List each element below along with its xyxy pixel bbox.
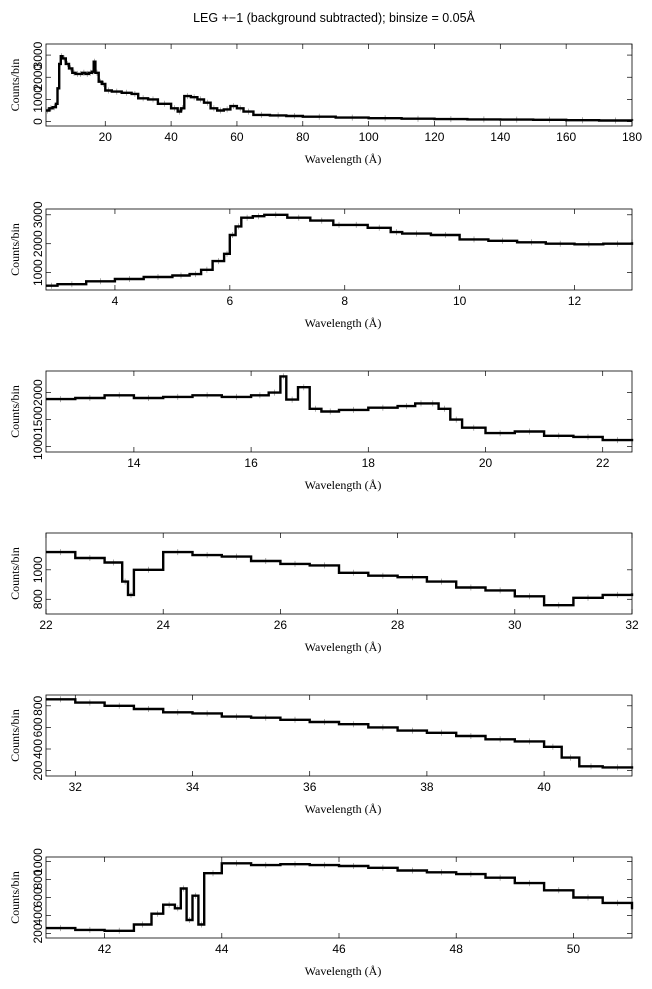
y-tick-label: 3000 [31,41,45,68]
x-tick-label: 60 [230,130,244,144]
x-tick-label: 30 [508,618,522,632]
y-axis-label: Counts/bin [8,547,22,600]
y-tick-label: 800 [31,695,45,715]
y-tick-label: 2000 [31,379,45,406]
error-bars [60,696,633,771]
x-axis-label: Wavelength (Å) [305,316,382,330]
x-axis-label: Wavelength (Å) [305,964,382,978]
x-tick-label: 50 [567,942,581,956]
error-bars [51,211,633,289]
y-tick-label: 800 [31,589,45,609]
x-tick-label: 38 [420,780,434,794]
spectrum-line [46,213,634,287]
spectrum-line [46,862,634,932]
x-axis-label: Wavelength (Å) [305,640,382,654]
x-tick-label: 120 [424,130,444,144]
y-tick-label: 200 [31,760,45,780]
y-tick-label: 400 [31,739,45,759]
figure-title: LEG +−1 (background subtracted); binsize… [193,10,475,25]
x-tick-label: 160 [556,130,576,144]
x-tick-label: 10 [453,294,467,308]
x-tick-label: 34 [186,780,200,794]
x-tick-label: 20 [479,456,493,470]
x-tick-label: 16 [244,456,258,470]
x-tick-label: 8 [341,294,348,308]
panel-2: 4 6 8 10 12 1000 2000 3000 Wavelength (Å) Counts/… [8,201,634,330]
spectrum-line [46,55,634,122]
x-tick-label: 180 [622,130,642,144]
y-tick-label: 400 [31,905,45,925]
panel-4: 22 24 26 28 30 32 800 1000 Wavelength (Å) Counts/… [8,532,639,654]
plot-frame [45,43,633,127]
spectrum-line [46,698,634,769]
error-bars [47,53,633,124]
x-axis-label: Wavelength (Å) [305,478,382,492]
spectrum-line [46,550,634,607]
y-axis-label: Counts/bin [8,385,22,438]
plot-frame [45,208,633,291]
x-tick-label: 44 [215,942,229,956]
x-tick-label: 18 [362,456,376,470]
plot-frame [45,694,633,777]
x-tick-label: 32 [69,780,83,794]
x-tick-label: 26 [274,618,288,632]
y-tick-label: 200 [31,923,45,943]
y-tick-label: 1000 [31,86,45,113]
y-axis-label: Counts/bin [8,223,22,276]
x-axis-label: Wavelength (Å) [305,802,382,816]
error-bars [60,549,633,609]
x-tick-label: 48 [450,942,464,956]
x-tick-label: 28 [391,618,405,632]
error-bars [60,860,633,934]
x-tick-label: 32 [625,618,639,632]
y-tick-label: 3000 [31,201,45,228]
y-tick-label: 800 [31,869,45,889]
y-tick-label: 0 [31,118,45,125]
x-tick-label: 140 [490,130,510,144]
y-tick-label: 1000 [31,848,45,875]
panels: 20 40 60 80 100 120 140 160 1800100020003000Wave… [8,41,642,978]
y-tick-label: 1000 [31,259,45,286]
x-tick-label: 36 [303,780,317,794]
plot-frame [45,532,633,615]
y-tick-label: 1000 [31,433,45,460]
x-tick-label: 12 [568,294,582,308]
x-tick-label: 46 [332,942,346,956]
x-tick-label: 22 [596,456,610,470]
x-tick-label: 14 [127,456,141,470]
x-tick-label: 20 [99,130,113,144]
x-tick-label: 80 [296,130,310,144]
y-axis-label: Counts/bin [8,871,22,924]
x-tick-label: 4 [112,294,119,308]
x-tick-label: 42 [98,942,112,956]
plot-frame [45,370,633,453]
x-tick-label: 40 [537,780,551,794]
y-axis-label: Counts/bin [8,59,22,112]
y-tick-label: 2000 [31,230,45,257]
x-tick-label: 40 [164,130,178,144]
x-tick-label: 24 [157,618,171,632]
y-tick-label: 2000 [31,64,45,91]
spectrum-line [46,375,634,442]
x-axis-label: Wavelength (Å) [305,152,382,166]
y-tick-label: 600 [31,887,45,907]
y-tick-label: 1000 [31,556,45,583]
y-tick-label: 1500 [31,406,45,433]
y-axis-label: Counts/bin [8,709,22,762]
x-tick-label: 100 [359,130,379,144]
y-tick-label: 600 [31,717,45,737]
x-tick-label: 22 [39,618,53,632]
x-tick-label: 6 [226,294,233,308]
